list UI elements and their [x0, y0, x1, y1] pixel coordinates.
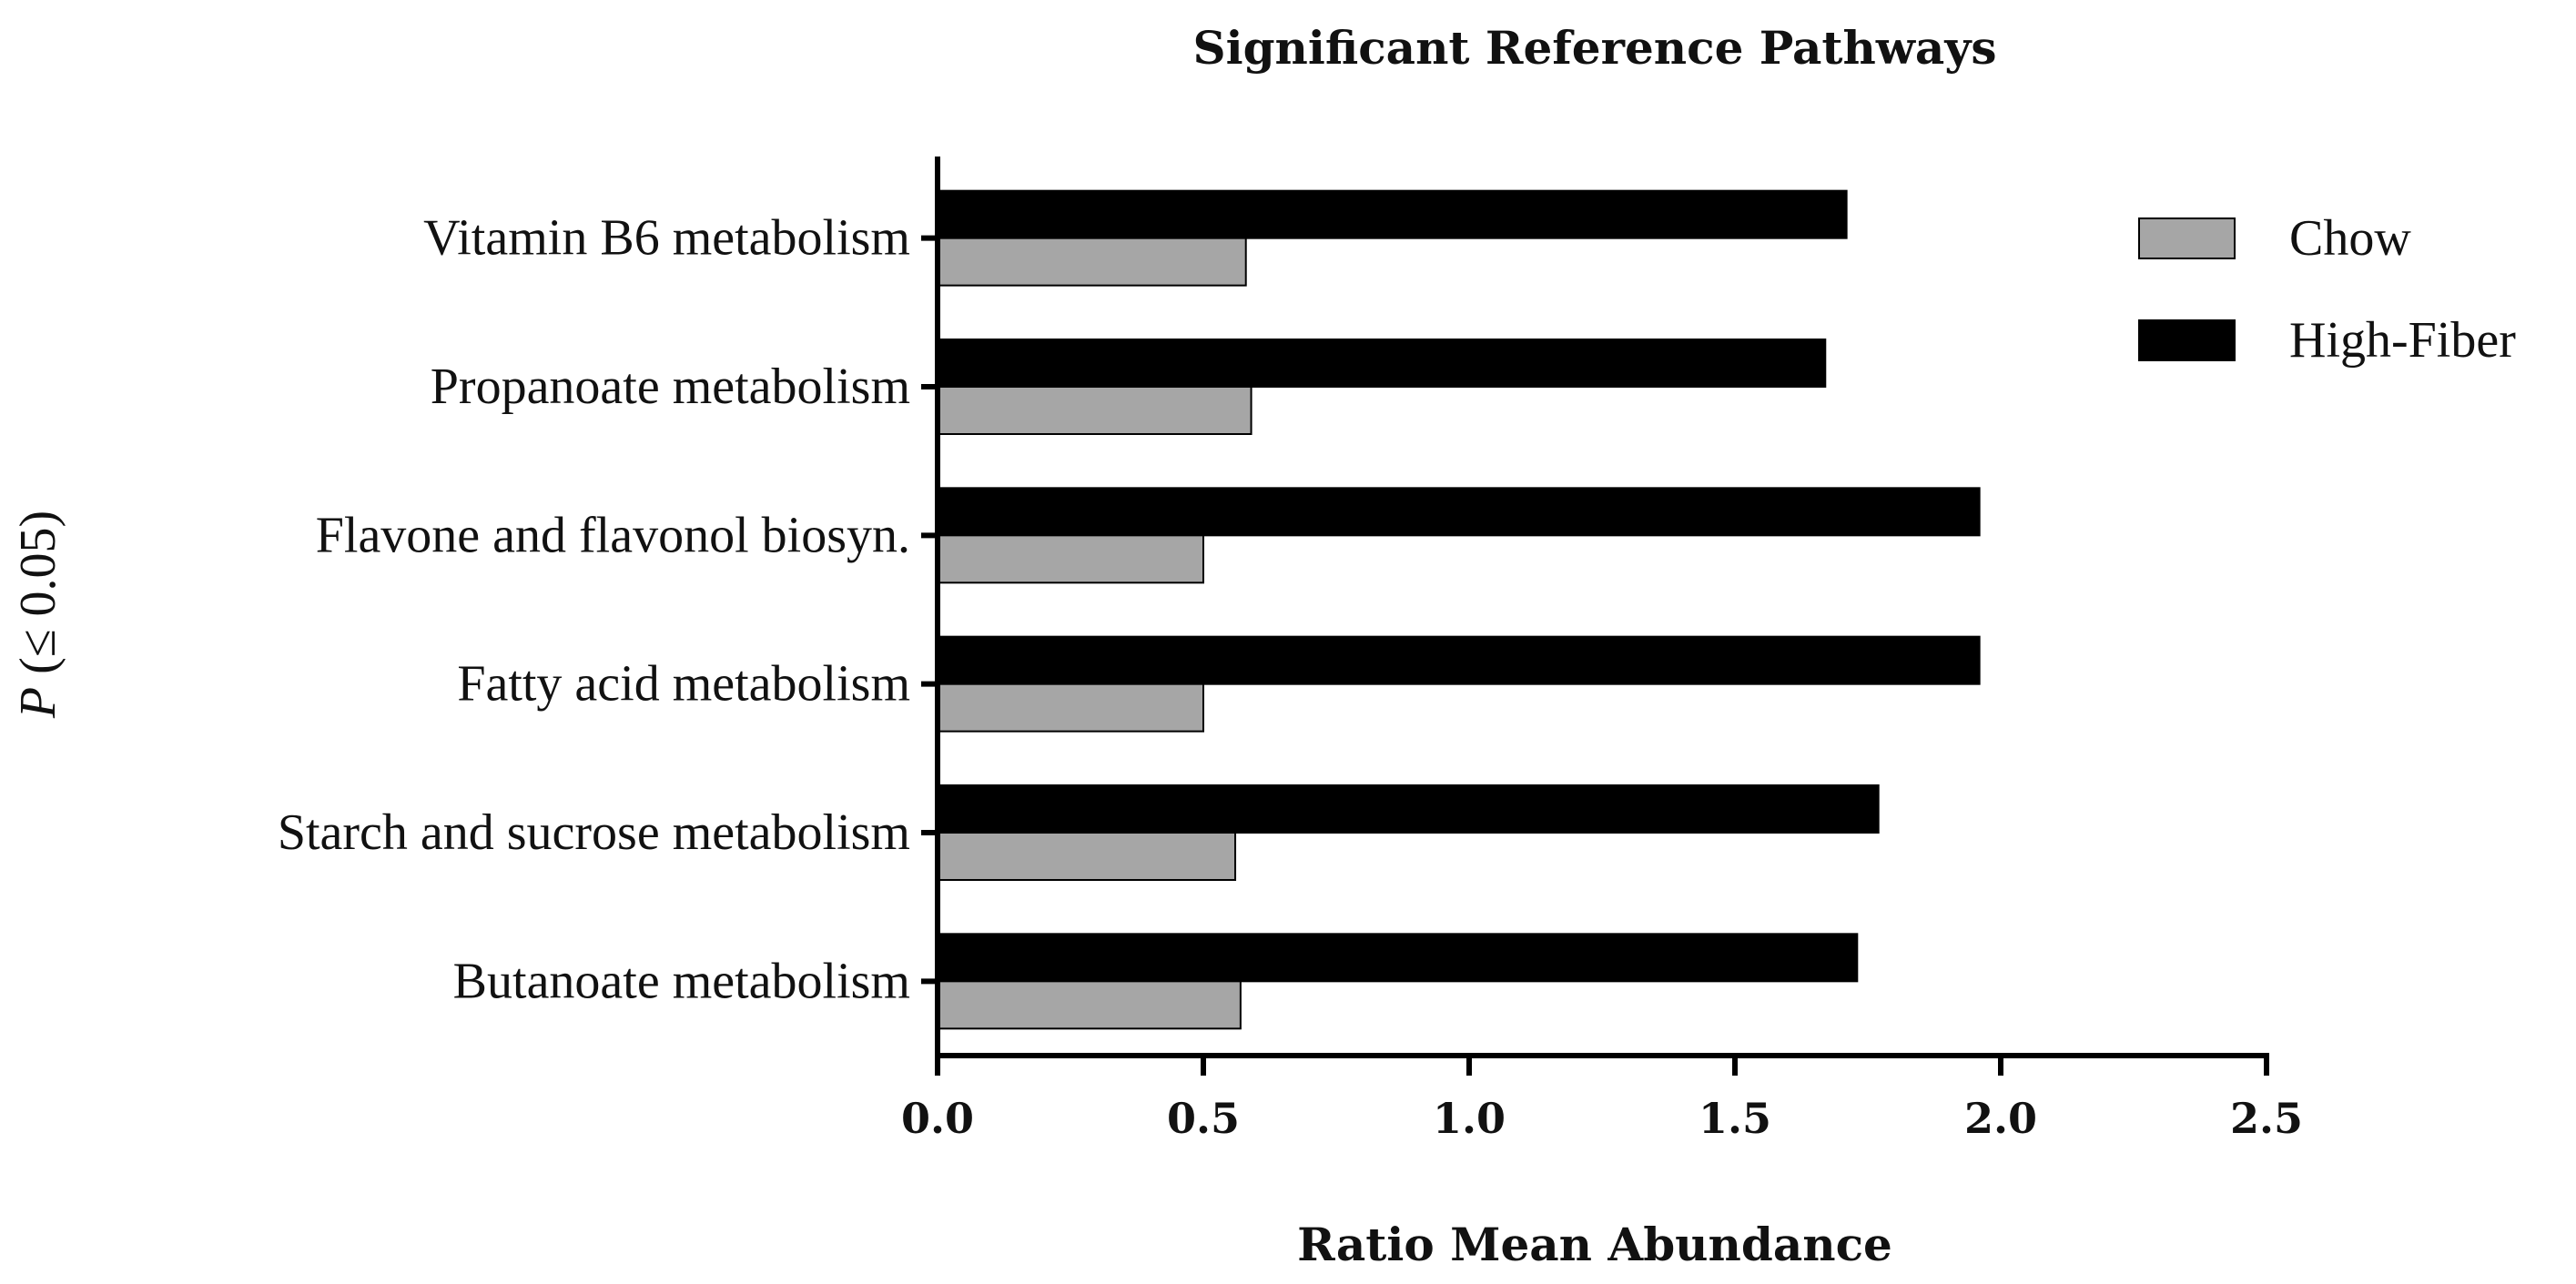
legend-label-1: Chow [2289, 210, 2411, 267]
bar-high-fiber-5 [937, 784, 1880, 834]
y-axis-title-rest: (≤ 0.05) [10, 511, 66, 687]
x-tick-label-3: 1.0 [1433, 1094, 1506, 1143]
plot-area: Vitamin B6 metabolism Propanoate metaboli… [278, 157, 2303, 1143]
bar-high-fiber-6 [937, 933, 1859, 983]
x-tick-label-2: 0.5 [1167, 1094, 1240, 1143]
category-label-1: Vitamin B6 metabolism [423, 210, 910, 267]
bar-chow-3 [937, 534, 1204, 584]
category-label-3: Flavone and flavonol biosyn. [316, 507, 910, 563]
y-axis-title: P (≤ 0.05) [10, 511, 66, 719]
bar-high-fiber-2 [937, 339, 1827, 388]
category-label-2: Propanoate metabolism [431, 359, 910, 415]
legend-label-2: High-Fiber [2289, 312, 2516, 369]
legend: Chow High-Fiber [2138, 210, 2516, 369]
x-tick-label-4: 1.5 [1699, 1094, 1771, 1143]
bar-chow-2 [937, 386, 1253, 435]
bar-high-fiber-1 [937, 189, 1848, 239]
x-tick-label-1: 0.0 [901, 1094, 974, 1143]
category-label-6: Butanoate metabolism [453, 953, 910, 1009]
legend-swatch-1 [2138, 217, 2236, 259]
y-axis-title-p: P [10, 687, 66, 719]
bar-chow-5 [937, 832, 1237, 881]
bar-chow-4 [937, 682, 1204, 733]
chart-title: Significant Reference Pathways [1192, 21, 1996, 75]
x-tick-label-5: 2.0 [1964, 1094, 2037, 1143]
category-label-4: Fatty acid metabolism [457, 656, 910, 713]
x-tick-label-6: 2.5 [2230, 1094, 2303, 1143]
y-axis-title-text: P (≤ 0.05) [10, 511, 66, 719]
x-axis-title: Ratio Mean Abundance [1297, 1218, 1892, 1271]
legend-swatch-2 [2138, 319, 2236, 361]
bar-high-fiber-4 [937, 635, 1981, 685]
bar-chow-6 [937, 980, 1242, 1030]
bar-high-fiber-3 [937, 487, 1981, 537]
bar-chow-1 [937, 237, 1247, 287]
category-label-5: Starch and sucrose metabolism [278, 804, 910, 861]
